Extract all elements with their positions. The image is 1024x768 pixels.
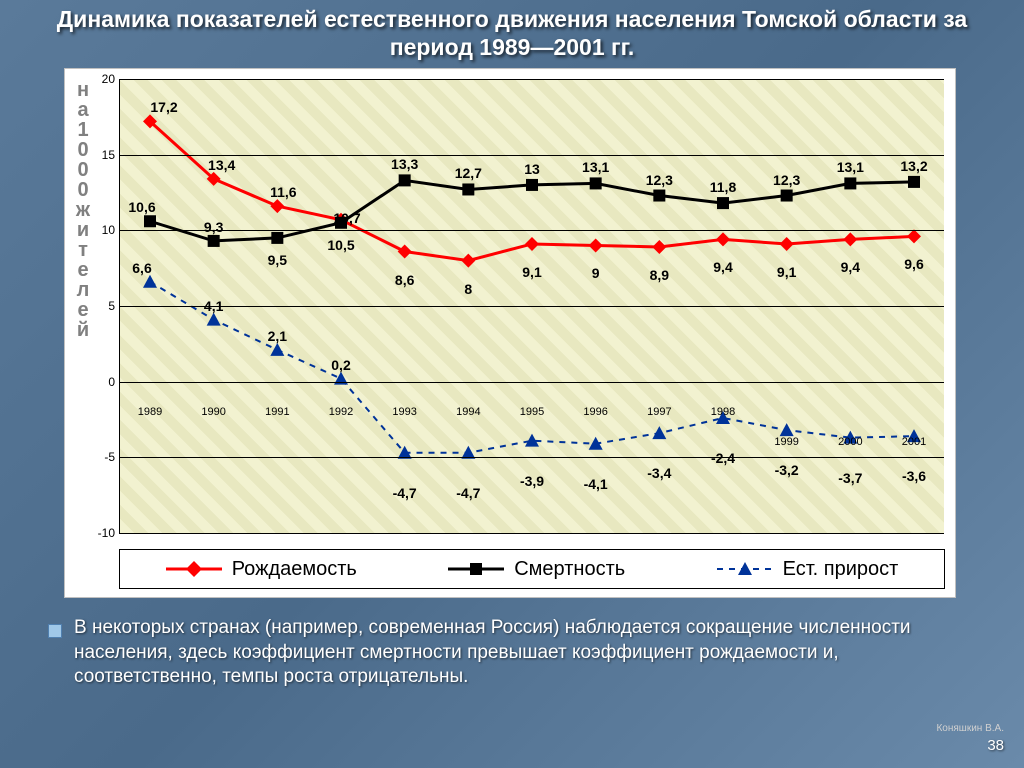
data-label: 2,1 [268, 328, 287, 344]
data-label: 12,3 [646, 172, 673, 188]
legend-label: Рождаемость [232, 558, 357, 581]
x-tick-label: 2000 [838, 436, 862, 448]
y-tick-label: 20 [102, 72, 115, 86]
y-tick-label: -5 [104, 450, 115, 464]
attribution-text: Коняшкин В.А. [936, 723, 1004, 734]
data-label: -3,6 [902, 468, 926, 484]
data-label: -2,4 [711, 450, 735, 466]
legend-swatch-natural [717, 559, 773, 579]
data-label: 9 [592, 265, 600, 281]
data-label: 9,1 [522, 264, 541, 280]
y-tick-label: 0 [108, 375, 115, 389]
legend-swatch-birthrate [166, 559, 222, 579]
legend-label: Смертность [514, 558, 625, 581]
slide: Динамика показателей естественного движе… [0, 0, 1024, 768]
data-label: 9,4 [841, 259, 860, 275]
legend-swatch-deathrate [448, 559, 504, 579]
data-label: 9,1 [777, 264, 796, 280]
data-label: 10,5 [327, 237, 354, 253]
data-label: -4,1 [584, 476, 608, 492]
data-label: -3,7 [838, 470, 862, 486]
x-tick-label: 1999 [774, 436, 798, 448]
data-label: 9,5 [268, 252, 287, 268]
legend-item-natural: Ест. прирост [717, 558, 899, 581]
data-label: -3,4 [647, 465, 671, 481]
slide-title: Динамика показателей естественного движе… [0, 6, 1024, 61]
y-tick-label: 5 [108, 299, 115, 313]
data-label: 11,6 [270, 184, 296, 200]
data-label: 12,3 [773, 172, 800, 188]
data-label: 13,3 [391, 156, 418, 172]
bullet-icon [48, 624, 62, 638]
x-tick-label: 1995 [520, 406, 544, 418]
data-label: -4,7 [393, 485, 417, 501]
y-tick-label: -10 [98, 526, 115, 540]
data-label: -3,2 [775, 462, 799, 478]
data-label: 13,2 [900, 158, 927, 174]
data-label: 9,3 [204, 219, 223, 235]
plot-area: 1989 1990 1991 1992 1993 1994 1995 1996 1997 1998… [119, 79, 944, 534]
data-label: 9,4 [713, 259, 732, 275]
data-label: 13 [524, 161, 540, 177]
data-label: 0,2 [331, 357, 350, 373]
y-tick-label: 15 [102, 148, 115, 162]
data-label: 11,8 [710, 179, 736, 195]
legend: Рождаемость Смертность Ест. прирост [119, 549, 945, 589]
y-axis-label: на1000жителей [74, 80, 92, 340]
data-label: -3,9 [520, 473, 544, 489]
data-label: 9,6 [904, 256, 923, 272]
data-label: 12,7 [455, 165, 482, 181]
x-tick-label: 1990 [201, 406, 225, 418]
data-label: 4,1 [204, 298, 223, 314]
page-number: 38 [987, 737, 1004, 754]
x-tick-label: 1997 [647, 406, 671, 418]
legend-item-deathrate: Смертность [448, 558, 625, 581]
data-label: 8,9 [650, 267, 669, 283]
data-label: 13,1 [837, 159, 864, 175]
x-tick-label: 1993 [392, 406, 416, 418]
data-label: 8,6 [395, 272, 414, 288]
data-label: 13,1 [582, 159, 609, 175]
legend-label: Ест. прирост [783, 558, 899, 581]
data-label: -4,7 [456, 485, 480, 501]
data-label: 13,4 [208, 157, 235, 173]
x-tick-label: 1996 [583, 406, 607, 418]
x-tick-label: 1989 [138, 406, 162, 418]
x-tick-label: 1992 [329, 406, 353, 418]
x-tick-label: 1991 [265, 406, 289, 418]
data-label: 6,6 [132, 260, 151, 276]
data-label: 10,7 [333, 210, 360, 226]
y-tick-label: 10 [102, 223, 115, 237]
chart-box: -10-505101520 19891990199119921993199419… [64, 68, 956, 598]
x-tick-label: 1998 [711, 406, 735, 418]
data-label: 10,6 [128, 199, 155, 215]
x-tick-label: 1994 [456, 406, 480, 418]
legend-item-birthrate: Рождаемость [166, 558, 357, 581]
x-tick-label: 2001 [902, 436, 926, 448]
data-label: 17,2 [150, 99, 177, 115]
body-text: В некоторых странах (например, современн… [74, 616, 954, 690]
data-label: 8 [464, 281, 472, 297]
